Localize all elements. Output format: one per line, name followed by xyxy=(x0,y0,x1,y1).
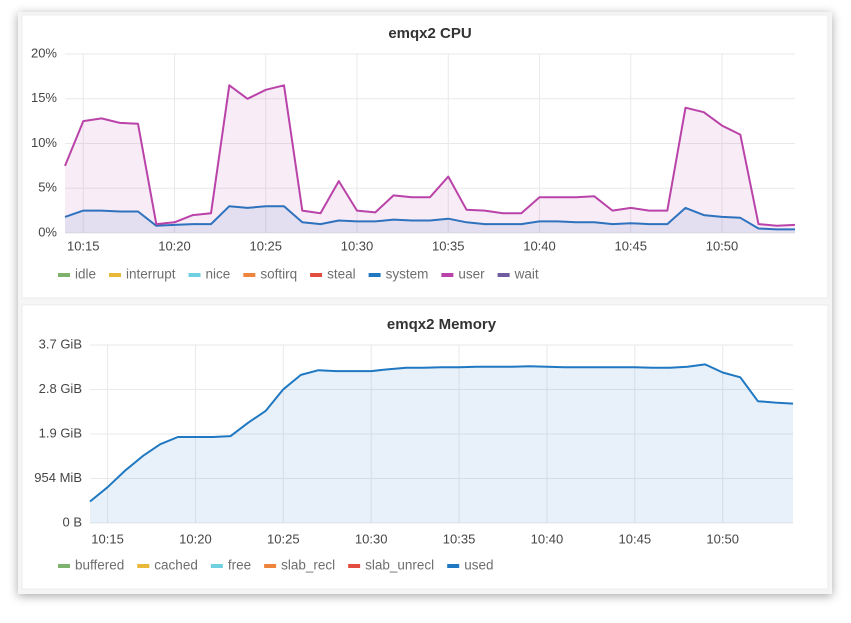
series-line xyxy=(89,363,794,503)
y-tick-label: 1.9 GiB xyxy=(39,425,82,440)
legend-label: buffered xyxy=(75,558,124,573)
x-tick-label: 10:50 xyxy=(706,531,739,546)
x-tick-label: 10:45 xyxy=(619,531,652,546)
legend-label: free xyxy=(228,558,251,573)
y-tick-label: 5% xyxy=(38,180,57,195)
x-tick-label: 10:40 xyxy=(523,238,556,253)
area-fill xyxy=(65,85,795,233)
panel xyxy=(21,14,829,299)
x-tick-label: 10:25 xyxy=(267,531,300,546)
y-tick-label: 0% xyxy=(38,224,57,239)
legend-label: idle xyxy=(75,267,96,282)
chart-title: emqx2 Memory xyxy=(387,316,497,333)
x-tick-label: 10:25 xyxy=(249,238,282,253)
x-tick-label: 10:35 xyxy=(443,531,476,546)
area-fill xyxy=(90,364,793,523)
x-tick-label: 10:45 xyxy=(614,238,647,253)
chart-title: emqx2 CPU xyxy=(388,25,471,42)
legend-label: nice xyxy=(206,267,231,282)
x-tick-label: 10:30 xyxy=(355,531,388,546)
legend-label: steal xyxy=(327,267,356,282)
area-fill xyxy=(65,206,795,233)
legend-label: softirq xyxy=(260,267,297,282)
x-tick-label: 10:35 xyxy=(432,238,465,253)
legend-label: slab_unrecl xyxy=(365,558,434,573)
y-tick-label: 20% xyxy=(31,45,57,60)
legend-label: interrupt xyxy=(126,267,176,282)
x-tick-label: 10:20 xyxy=(158,238,191,253)
y-tick-label: 2.8 GiB xyxy=(39,381,82,396)
legend-label: system xyxy=(386,267,429,282)
legend-label: used xyxy=(464,558,493,573)
y-tick-label: 954 MiB xyxy=(34,470,82,485)
x-tick-label: 10:50 xyxy=(706,238,739,253)
x-tick-label: 10:15 xyxy=(91,531,124,546)
legend-label: wait xyxy=(514,267,539,282)
y-tick-label: 15% xyxy=(31,90,57,105)
legend-label: slab_recl xyxy=(281,558,335,573)
legend-label: cached xyxy=(154,558,198,573)
x-tick-label: 10:30 xyxy=(341,238,374,253)
x-tick-label: 10:20 xyxy=(179,531,212,546)
x-tick-label: 10:15 xyxy=(67,238,100,253)
y-tick-label: 3.7 GiB xyxy=(39,336,82,351)
x-tick-label: 10:40 xyxy=(531,531,564,546)
series-line xyxy=(64,205,795,231)
y-tick-label: 0 B xyxy=(62,514,82,529)
legend-label: user xyxy=(458,267,485,282)
y-tick-label: 10% xyxy=(31,135,57,150)
series-line xyxy=(64,84,796,227)
